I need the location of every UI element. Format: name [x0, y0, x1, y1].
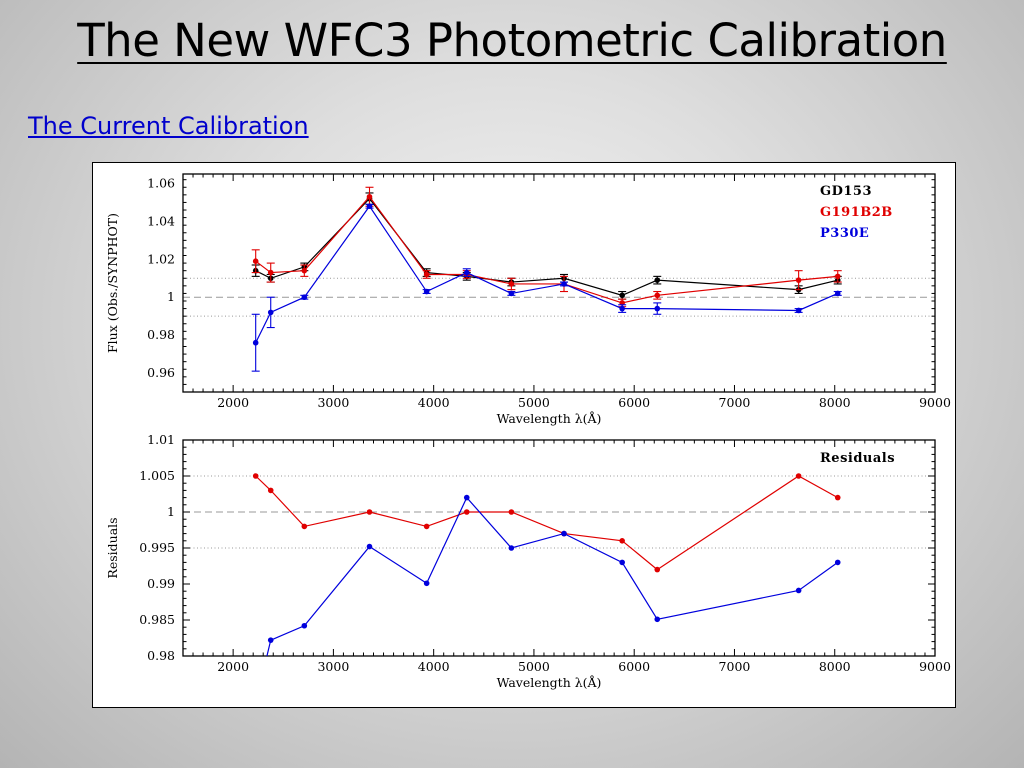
resid-data-point-p330e	[301, 622, 308, 629]
flux-data-point-g191b2b	[834, 273, 841, 280]
flux-data-point-g191b2b	[508, 281, 515, 287]
flux-data-point-p330e	[508, 290, 515, 297]
flux-y-tick-label: 1	[167, 289, 175, 304]
resid-x-tick-label: 5000	[518, 659, 550, 674]
legend-entry-g191b2b: G191B2B	[820, 205, 893, 220]
flux-x-tick-label: 8000	[819, 395, 851, 410]
flux-y-tick-label: 1.06	[147, 175, 175, 190]
flux-data-point-p330e	[463, 269, 470, 276]
resid-data-point-p330e	[834, 559, 841, 566]
flux-x-tick-label: 6000	[618, 395, 650, 410]
flux-y-tick-label: 1.02	[147, 251, 175, 266]
flux-data-point-g191b2b	[795, 277, 802, 283]
resid-y-tick-label: 0.98	[147, 648, 175, 663]
flux-y-tick-label: 0.98	[147, 327, 175, 342]
flux-data-point-p330e	[795, 307, 802, 314]
resid-series-line-g191b2b	[255, 475, 839, 571]
flux-y-tick-label: 1.04	[147, 213, 175, 228]
resid-data-point-g191b2b	[301, 523, 308, 530]
resid-data-point-g191b2b	[508, 509, 515, 515]
flux-series-line-p330e	[255, 205, 838, 343]
resid-data-point-g191b2b	[267, 487, 274, 494]
resid-data-point-p330e	[795, 587, 802, 594]
flux-data-point-p330e	[267, 309, 274, 316]
flux-x-tick-label: 4000	[418, 395, 450, 410]
flux-x-tick-label: 7000	[719, 395, 751, 410]
resid-x-tick-label: 4000	[418, 659, 450, 674]
flux-x-tick-label: 9000	[919, 395, 951, 410]
resid-data-point-p330e	[561, 530, 567, 537]
flux-x-tick-label: 5000	[518, 395, 550, 410]
resid-data-point-p330e	[366, 543, 373, 550]
flux-x-tick-label: 2000	[217, 395, 249, 410]
flux-data-point-p330e	[619, 305, 625, 312]
flux-data-point-p330e	[366, 203, 373, 210]
resid-data-point-g191b2b	[366, 509, 373, 515]
flux-data-point-g191b2b	[252, 258, 259, 264]
flux-plot-frame	[182, 173, 936, 393]
flux-data-point-p330e	[252, 339, 259, 346]
section-subtitle: The Current Calibration	[28, 112, 309, 140]
resid-x-tick-label: 3000	[317, 659, 349, 674]
slide-title: The New WFC3 Photometric Calibration	[77, 14, 947, 67]
flux-data-point-g191b2b	[423, 271, 430, 278]
flux-data-point-g191b2b	[654, 292, 661, 299]
flux-data-point-g191b2b	[366, 193, 373, 200]
resid-series-line-p330e	[266, 496, 839, 656]
flux-data-point-gd153	[654, 277, 661, 283]
resid-data-point-p330e	[267, 637, 274, 643]
resid-y-tick-label: 0.99	[147, 576, 175, 591]
resid-data-point-g191b2b	[252, 473, 259, 479]
flux-y-tick-label: 0.96	[147, 365, 175, 380]
flux-data-point-g191b2b	[301, 267, 308, 274]
resid-data-point-p330e	[654, 616, 661, 623]
flux-series-group	[251, 186, 842, 372]
flux-data-point-gd153	[619, 292, 625, 299]
flux-x-tick-label: 3000	[317, 395, 349, 410]
resid-y-tick-label: 0.995	[139, 540, 175, 555]
resid-y-tick-label: 1.005	[139, 468, 175, 483]
legend-entry-p330e: P330E	[820, 226, 869, 241]
residuals-annotation: Residuals	[820, 451, 895, 466]
flux-y-axis-label: Flux (Obs./SYNPHOT)	[105, 213, 120, 353]
resid-x-axis-label: Wavelength λ(Å)	[497, 675, 602, 690]
resid-series-group	[252, 473, 841, 656]
resid-data-point-p330e	[508, 545, 515, 551]
resid-x-tick-label: 6000	[618, 659, 650, 674]
flux-data-point-g191b2b	[267, 269, 274, 276]
legend-entry-gd153: GD153	[820, 184, 872, 199]
resid-data-point-g191b2b	[619, 538, 625, 544]
flux-x-axis-label: Wavelength λ(Å)	[497, 411, 602, 426]
resid-x-tick-label: 9000	[919, 659, 951, 674]
resid-x-tick-label: 2000	[217, 659, 249, 674]
flux-series-line-g191b2b	[255, 195, 838, 304]
flux-data-point-p330e	[834, 290, 841, 297]
resid-data-point-g191b2b	[834, 494, 841, 501]
resid-data-point-p330e	[463, 494, 470, 501]
resid-data-point-p330e	[619, 559, 625, 566]
resid-x-tick-label: 8000	[819, 659, 851, 674]
resid-y-tick-label: 1	[167, 504, 175, 519]
flux-data-point-p330e	[654, 305, 661, 312]
resid-y-tick-label: 1.01	[147, 432, 175, 447]
resid-data-point-g191b2b	[423, 523, 430, 530]
resid-y-tick-label: 0.985	[139, 612, 175, 627]
chart-svg: 2000 3000 4000 5000 6000 7000 8000 9000 0.96 0.98…	[105, 173, 951, 690]
flux-data-point-p330e	[301, 294, 308, 301]
flux-data-point-p330e	[561, 281, 567, 287]
resid-data-point-g191b2b	[463, 509, 470, 515]
flux-series-line-gd153	[255, 197, 838, 296]
resid-x-tick-label: 7000	[719, 659, 751, 674]
figure-panel: 2000 3000 4000 5000 6000 7000 8000 9000 0.96 0.98…	[92, 162, 956, 708]
resid-y-axis-label: Residuals	[105, 517, 120, 578]
resid-data-point-p330e	[423, 580, 430, 587]
flux-data-point-p330e	[423, 288, 430, 295]
resid-data-point-g191b2b	[654, 566, 661, 573]
resid-data-point-g191b2b	[795, 473, 802, 479]
